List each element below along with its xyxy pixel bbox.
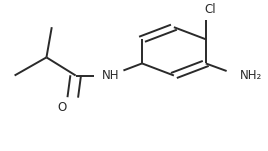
Text: NH₂: NH₂ — [240, 69, 263, 82]
Text: NH: NH — [101, 69, 119, 82]
Text: Cl: Cl — [204, 3, 215, 16]
Text: O: O — [57, 101, 66, 114]
